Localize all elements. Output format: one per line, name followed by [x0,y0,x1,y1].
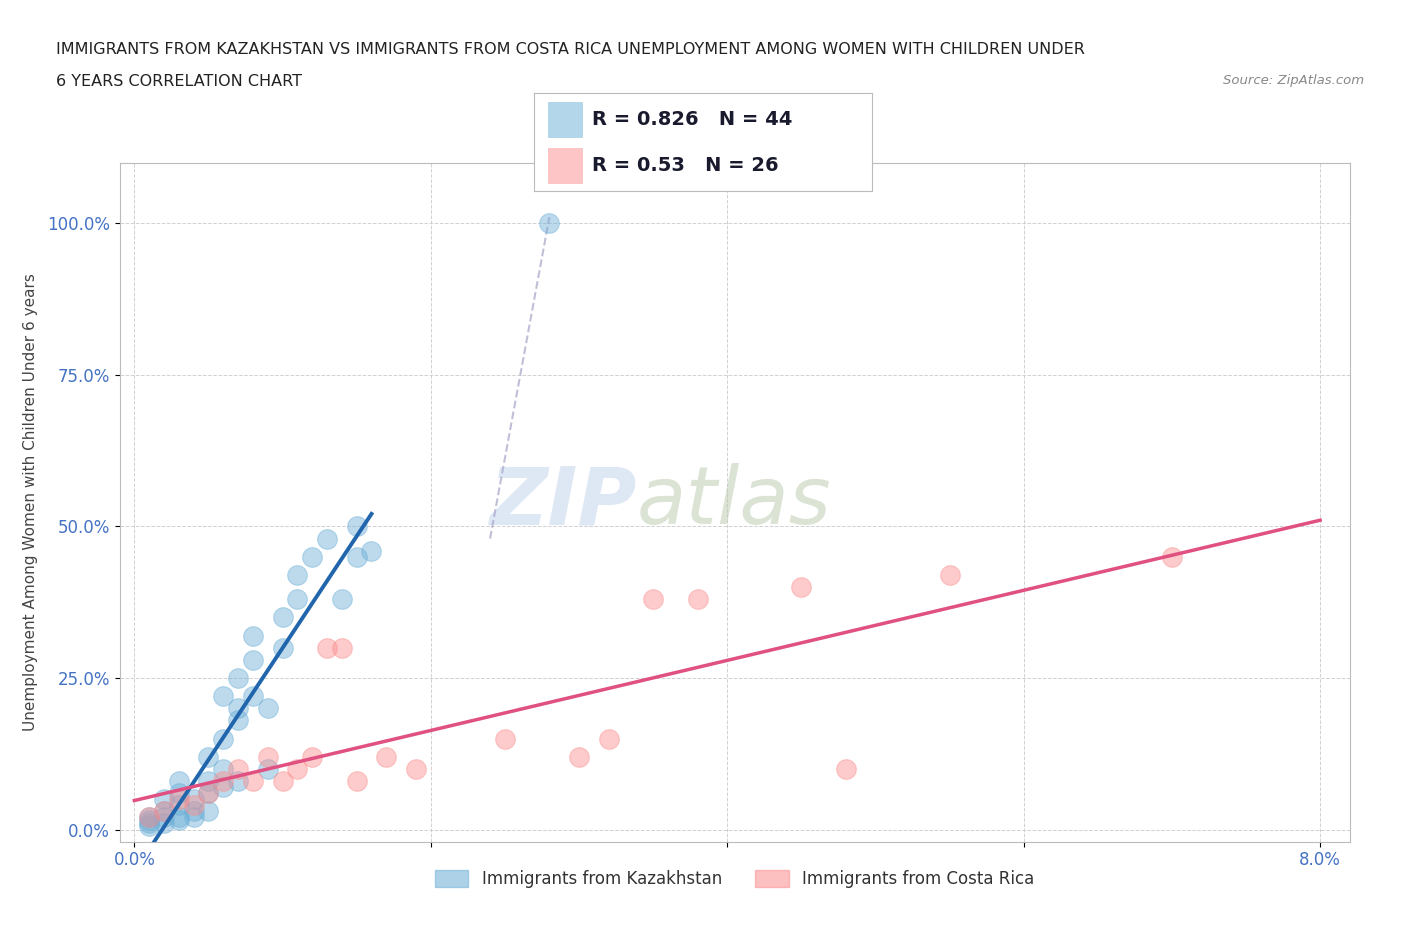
Point [138,819,160,834]
Text: Source: ZipAtlas.com: Source: ZipAtlas.com [1223,74,1364,87]
Point [330,640,353,655]
Point [153,791,176,806]
Point [197,786,219,801]
Point [183,810,205,825]
Point [494,731,516,746]
Point [197,750,219,764]
Point [138,813,160,828]
Point [568,750,591,764]
Point [316,531,339,546]
Text: 6 YEARS CORRELATION CHART: 6 YEARS CORRELATION CHART [56,74,302,89]
Point [360,543,382,558]
Text: IMMIGRANTS FROM KAZAKHSTAN VS IMMIGRANTS FROM COSTA RICA UNEMPLOYMENT AMONG WOME: IMMIGRANTS FROM KAZAKHSTAN VS IMMIGRANTS… [56,42,1085,57]
Point [256,750,278,764]
Point [138,810,160,825]
Point [212,779,235,794]
Point [197,774,219,789]
Point [183,804,205,818]
Point [138,816,160,830]
Point [138,810,160,825]
Point [212,731,235,746]
Point [153,816,176,830]
FancyBboxPatch shape [548,148,582,183]
Point [226,671,249,685]
Point [938,567,960,582]
Point [197,804,219,818]
Point [256,762,278,777]
Point [226,774,249,789]
Point [790,579,813,594]
Point [330,591,353,606]
Point [643,591,665,606]
Point [242,774,264,789]
Point [316,640,339,655]
Point [1160,550,1182,565]
Point [835,762,858,777]
Point [405,762,427,777]
Y-axis label: Unemployment Among Women with Children Under 6 years: Unemployment Among Women with Children U… [24,273,38,731]
Point [271,774,294,789]
Point [226,762,249,777]
Point [153,810,176,825]
Point [301,750,323,764]
Point [153,804,176,818]
Point [153,804,176,818]
Text: atlas: atlas [636,463,831,541]
FancyBboxPatch shape [548,101,582,137]
Point [167,798,190,813]
Point [167,774,190,789]
Point [242,628,264,643]
Text: R = 0.53   N = 26: R = 0.53 N = 26 [592,155,779,175]
Point [167,813,190,828]
Point [301,550,323,565]
Legend: Immigrants from Kazakhstan, Immigrants from Costa Rica: Immigrants from Kazakhstan, Immigrants f… [429,863,1040,895]
Point [287,567,309,582]
Point [256,701,278,716]
Point [686,591,709,606]
Point [212,762,235,777]
Point [375,750,398,764]
Point [167,786,190,801]
Point [167,791,190,806]
Point [287,762,309,777]
Text: R = 0.826   N = 44: R = 0.826 N = 44 [592,110,792,129]
Point [287,591,309,606]
Point [183,798,205,813]
Point [183,791,205,806]
Point [226,701,249,716]
Point [346,519,368,534]
Point [167,810,190,825]
Point [212,774,235,789]
Point [226,713,249,728]
Point [242,689,264,704]
Point [346,550,368,565]
Point [271,610,294,625]
Point [538,216,561,231]
Point [271,640,294,655]
Point [212,689,235,704]
Point [346,774,368,789]
Point [197,786,219,801]
Point [598,731,620,746]
Text: ZIP: ZIP [489,463,636,541]
Point [242,652,264,667]
